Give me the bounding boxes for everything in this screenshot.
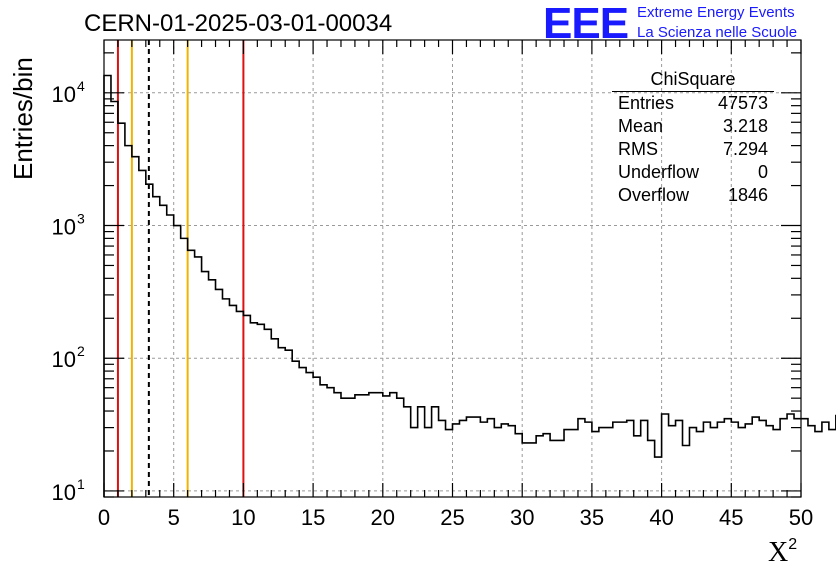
y-tick-label-exponent: 4 (77, 78, 85, 94)
x-axis-label: X2 (768, 536, 797, 569)
x-tick-label: 10 (231, 505, 255, 530)
x-tick-label: 15 (301, 505, 325, 530)
x-tick-label: 25 (440, 505, 464, 530)
stats-row-entries: Entries 47573 (612, 92, 778, 115)
x-axis-label-exponent: 2 (788, 536, 798, 553)
y-tick-label-exponent: 1 (77, 476, 85, 492)
stats-value: 47573 (717, 93, 768, 113)
y-tick-label-base: 10 (52, 215, 76, 240)
stats-row-rms: RMS 7.294 (612, 138, 778, 161)
stats-label: RMS (618, 139, 658, 159)
logo-line-1: Extreme Energy Events (637, 4, 795, 21)
x-axis-label-base: X (768, 537, 789, 568)
x-tick-label: 5 (168, 505, 180, 530)
x-tick-label: 20 (371, 505, 395, 530)
y-tick-label: 10 1 (52, 476, 85, 505)
x-tick-label: 0 (98, 505, 110, 530)
marker-lines (116, 40, 245, 497)
x-tick-label: 35 (580, 505, 604, 530)
stats-value: 3.218 (722, 116, 768, 136)
y-tick-label-base: 10 (52, 480, 76, 505)
stats-value: 7.294 (722, 139, 768, 159)
y-tick-label: 10 4 (52, 78, 85, 107)
stats-row-underflow: Underflow 0 (612, 161, 778, 184)
histogram-outline (103, 74, 836, 497)
stats-label: Mean (618, 116, 664, 136)
stats-value: 0 (757, 162, 768, 182)
logo-line-2: La Scienza nelle Scuole (637, 24, 798, 41)
stats-title: ChiSquare (612, 68, 774, 92)
y-tick-label-base: 10 (52, 82, 76, 107)
x-tick-label: 45 (719, 505, 743, 530)
axis-ticks (103, 40, 802, 498)
stats-row-overflow: Overflow 1846 (612, 184, 778, 207)
y-tick-label: 10 3 (52, 211, 85, 240)
stats-value: 1846 (727, 185, 768, 205)
y-tick-label-exponent: 3 (77, 211, 85, 227)
chart-title: CERN-01-2025-03-01-00034 (84, 10, 393, 37)
stats-box: ChiSquare Entries 47573 Mean 3.218 RMS 7… (612, 68, 778, 207)
y-tick-label: 10 2 (52, 343, 85, 372)
stats-label: Overflow (618, 185, 690, 205)
eee-logo: EEE (543, 0, 629, 48)
y-tick-label-base: 10 (52, 347, 76, 372)
stats-row-mean: Mean 3.218 (612, 115, 778, 138)
stats-label: Underflow (618, 162, 700, 182)
stats-label: Entries (618, 93, 675, 113)
x-tick-label: 30 (510, 505, 534, 530)
x-tick-labels: 0 5 10 15 20 25 30 35 40 45 50 (98, 505, 813, 530)
x-tick-label: 50 (789, 505, 813, 530)
x-tick-label: 40 (649, 505, 673, 530)
y-tick-label-exponent: 2 (77, 343, 85, 359)
y-axis-label: Entries/bin (8, 57, 38, 180)
